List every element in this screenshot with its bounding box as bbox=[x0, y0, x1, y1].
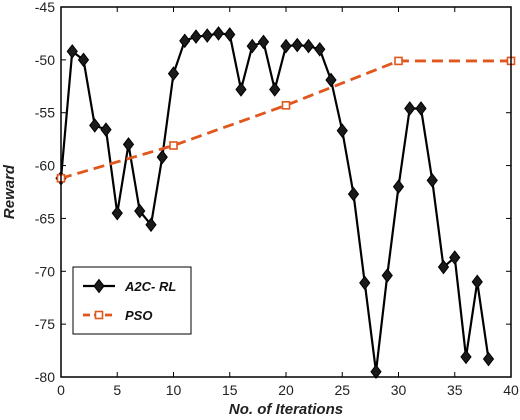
a2c-rl-point bbox=[167, 66, 180, 81]
a2c-rl-point bbox=[89, 118, 101, 133]
y-tick-label: -45 bbox=[35, 0, 55, 15]
a2c-rl-point bbox=[291, 37, 303, 53]
legend-box bbox=[72, 266, 192, 335]
y-tick-label: -50 bbox=[35, 52, 55, 68]
a2c-rl-point bbox=[336, 123, 348, 139]
y-tick-label: -65 bbox=[35, 210, 55, 226]
a2c-rl-point bbox=[437, 259, 450, 275]
a2c-rl-point bbox=[359, 275, 371, 291]
x-axis-label: No. of Iterations bbox=[229, 401, 343, 418]
y-tick-label: -70 bbox=[35, 263, 55, 279]
a2c-rl-point bbox=[325, 72, 337, 88]
a2c-rl-point bbox=[449, 250, 461, 265]
a2c-rl-point bbox=[145, 217, 157, 233]
a2c-rl-point bbox=[246, 38, 258, 54]
a2c-rl-point bbox=[280, 38, 292, 54]
plot-frame bbox=[60, 6, 512, 378]
x-tick-label: 35 bbox=[447, 382, 463, 398]
a2c-rl-point bbox=[235, 82, 247, 97]
pso-line bbox=[60, 59, 511, 180]
ticks-layer: 0 5 10 15 20 25 30 35 40 -80 -75 -70 -65 -60 -55 -50 -45 bbox=[35, 0, 519, 398]
a2c-rl-point bbox=[460, 349, 472, 365]
a2c-rl-point bbox=[224, 27, 236, 42]
a2c-rl-point bbox=[201, 28, 213, 43]
a2c-rl-point bbox=[257, 34, 270, 50]
a2c-rl-point bbox=[381, 268, 393, 283]
y-tick-label: -60 bbox=[35, 158, 55, 174]
a2c-rl-point bbox=[302, 38, 315, 54]
a2c-rl-point bbox=[482, 351, 495, 367]
x-tick-label: 10 bbox=[166, 382, 182, 398]
a2c-rl-point bbox=[111, 205, 123, 221]
x-tick-label: 20 bbox=[278, 382, 294, 398]
a2c-rl-point bbox=[190, 29, 202, 44]
x-tick-label: 0 bbox=[57, 382, 65, 398]
x-tick-label: 15 bbox=[222, 382, 238, 398]
legend-label-pso: PSO bbox=[125, 308, 152, 323]
legend-marker-a2c-rl bbox=[93, 278, 105, 294]
legend-items: A2C- RL PSO bbox=[83, 278, 176, 323]
a2c-rl-point bbox=[66, 44, 78, 59]
a2c-rl-point bbox=[212, 26, 225, 41]
pso-point bbox=[394, 56, 403, 66]
series-layer bbox=[55, 26, 516, 380]
x-tick-label: 25 bbox=[334, 382, 350, 398]
a2c-rl-point bbox=[347, 186, 360, 202]
y-axis-label: Reward bbox=[1, 164, 18, 219]
a2c-rl-point bbox=[471, 274, 483, 290]
a2c-rl-point bbox=[370, 364, 382, 380]
a2c-rl-point bbox=[314, 41, 326, 57]
pso-point bbox=[169, 141, 178, 150]
a2c-rl-point bbox=[426, 173, 438, 188]
pso-point bbox=[281, 101, 291, 110]
a2c-rl-point bbox=[122, 137, 135, 152]
a2c-rl-point bbox=[156, 149, 168, 165]
y-tick-label: -80 bbox=[35, 369, 55, 385]
legend-marker-pso bbox=[94, 310, 104, 320]
x-tick-label: 5 bbox=[113, 382, 121, 398]
y-tick-label: -55 bbox=[35, 105, 55, 121]
a2c-rl-point bbox=[77, 52, 90, 68]
legend-label-a2c-rl: A2C- RL bbox=[124, 279, 176, 294]
x-tick-label: 40 bbox=[503, 382, 519, 398]
a2c-rl-point bbox=[179, 33, 191, 49]
legend: A2C- RL PSO bbox=[72, 266, 192, 335]
x-tick-label: 30 bbox=[391, 382, 407, 398]
a2c-rl-point bbox=[392, 179, 405, 195]
a2c-rl-point bbox=[404, 101, 416, 116]
y-tick-label: -75 bbox=[35, 316, 55, 332]
a2c-rl-point bbox=[100, 122, 112, 137]
a2c-rl-point bbox=[269, 82, 281, 97]
a2c-rl-point bbox=[415, 101, 427, 116]
a2c-rl-point bbox=[134, 203, 146, 219]
